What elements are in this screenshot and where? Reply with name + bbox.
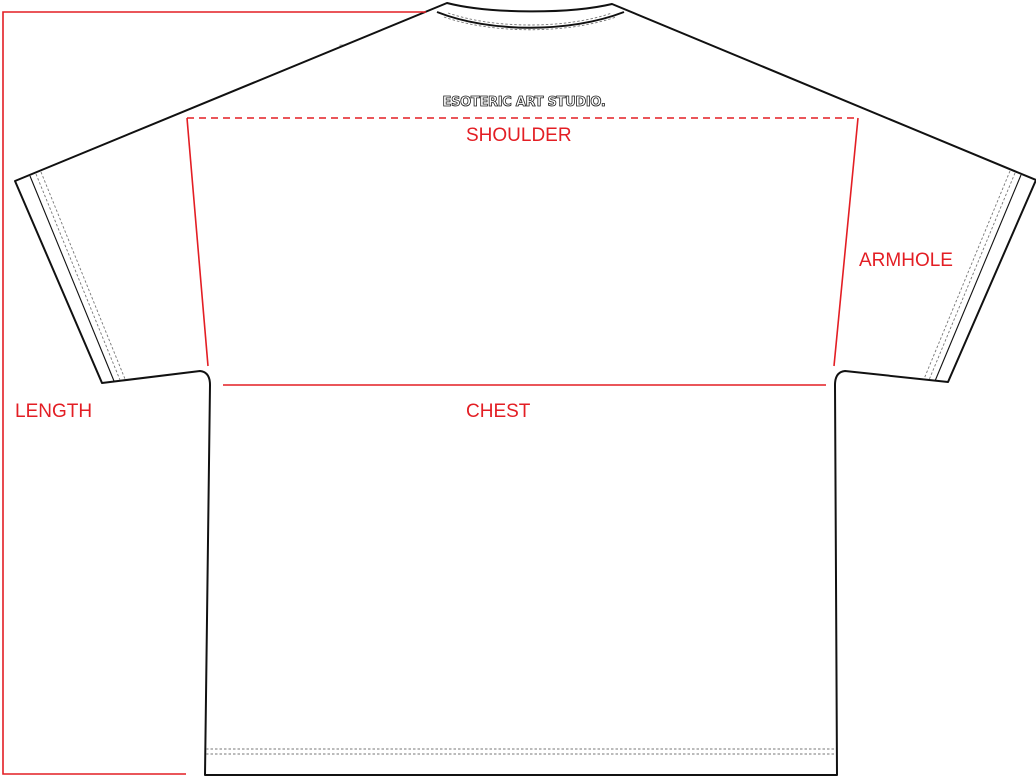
length-label: LENGTH xyxy=(15,401,92,422)
right-armhole-line xyxy=(833,117,859,367)
shoulder-label: SHOULDER xyxy=(466,125,572,146)
right-sleeve-hem xyxy=(923,170,1022,382)
measurement-lines xyxy=(2,11,859,775)
tshirt-outline xyxy=(14,2,1036,776)
length-line xyxy=(2,11,426,775)
left-armhole-line xyxy=(186,117,209,367)
chest-label: CHEST xyxy=(466,401,531,422)
bottom-hem xyxy=(206,748,836,755)
collar xyxy=(436,11,625,31)
logo-print: ESOTERIC ART STUDIO. xyxy=(443,95,606,110)
left-sleeve-hem xyxy=(29,171,126,382)
armhole-label: ARMHOLE xyxy=(859,250,953,271)
